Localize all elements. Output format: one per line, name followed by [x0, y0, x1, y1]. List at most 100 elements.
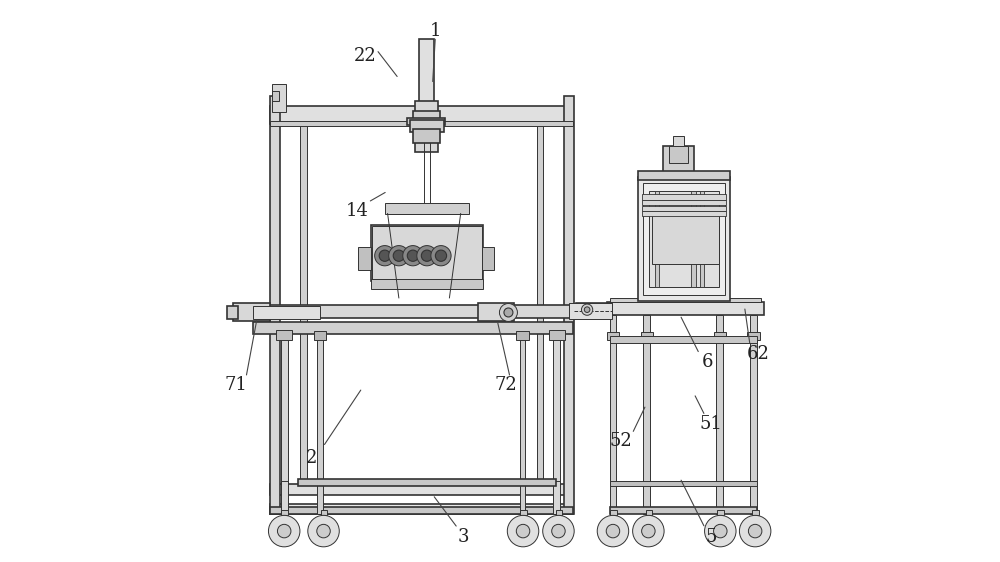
Bar: [553, 332, 560, 483]
Bar: [272, 84, 286, 112]
Bar: [520, 482, 525, 514]
Bar: [569, 303, 612, 319]
Bar: [649, 191, 719, 287]
Bar: [610, 507, 757, 514]
Bar: [413, 111, 440, 121]
Bar: [314, 331, 326, 340]
Bar: [358, 247, 371, 270]
Circle shape: [748, 524, 762, 538]
Bar: [642, 200, 726, 205]
Bar: [556, 510, 562, 515]
Bar: [652, 208, 719, 264]
Circle shape: [379, 250, 390, 261]
Bar: [317, 337, 323, 483]
Text: 52: 52: [609, 432, 632, 450]
Bar: [419, 39, 434, 107]
Circle shape: [581, 304, 593, 315]
Bar: [281, 510, 288, 515]
Bar: [673, 136, 684, 146]
Circle shape: [516, 524, 530, 538]
Circle shape: [407, 250, 419, 261]
Text: 22: 22: [354, 47, 376, 65]
Circle shape: [317, 524, 330, 538]
Circle shape: [421, 250, 433, 261]
Bar: [407, 118, 445, 125]
Circle shape: [543, 515, 574, 547]
Bar: [691, 191, 696, 287]
Bar: [576, 303, 612, 316]
Text: 3: 3: [458, 528, 469, 546]
Circle shape: [375, 246, 395, 266]
Bar: [610, 481, 757, 486]
Bar: [607, 302, 764, 315]
Bar: [655, 191, 659, 287]
Circle shape: [268, 515, 300, 547]
Bar: [663, 146, 694, 177]
Circle shape: [552, 524, 565, 538]
Bar: [516, 331, 529, 340]
Text: 2: 2: [306, 449, 317, 467]
Bar: [638, 171, 730, 180]
Circle shape: [504, 308, 513, 317]
Bar: [642, 194, 726, 200]
Circle shape: [633, 515, 664, 547]
Bar: [482, 247, 494, 270]
Circle shape: [417, 246, 437, 266]
Bar: [643, 482, 650, 514]
Bar: [253, 306, 320, 319]
Circle shape: [393, 250, 404, 261]
Bar: [233, 303, 270, 321]
Bar: [270, 504, 573, 514]
Bar: [385, 203, 469, 214]
Text: 62: 62: [747, 345, 770, 363]
Circle shape: [705, 515, 736, 547]
Bar: [643, 183, 725, 295]
Bar: [270, 484, 573, 495]
Bar: [610, 315, 616, 483]
Bar: [610, 482, 616, 514]
Circle shape: [597, 515, 629, 547]
Bar: [272, 91, 279, 101]
Bar: [415, 101, 438, 152]
Bar: [610, 298, 761, 302]
Bar: [410, 120, 444, 132]
Circle shape: [403, 246, 423, 266]
Bar: [317, 482, 323, 514]
Bar: [520, 510, 527, 515]
Text: 71: 71: [224, 376, 247, 394]
Bar: [564, 96, 574, 514]
Bar: [750, 315, 757, 483]
Circle shape: [431, 246, 451, 266]
Circle shape: [606, 524, 620, 538]
Bar: [714, 332, 726, 340]
Text: 14: 14: [345, 202, 368, 220]
Bar: [752, 510, 759, 515]
Bar: [270, 96, 280, 514]
Text: 72: 72: [494, 376, 517, 394]
Bar: [640, 332, 653, 340]
Bar: [478, 303, 514, 321]
Circle shape: [714, 524, 727, 538]
Circle shape: [642, 524, 655, 538]
Bar: [520, 337, 525, 483]
Bar: [227, 306, 238, 319]
Bar: [646, 510, 652, 515]
Text: 5: 5: [705, 528, 716, 546]
Bar: [281, 332, 288, 483]
Bar: [717, 510, 724, 515]
Bar: [300, 124, 307, 483]
Circle shape: [739, 515, 771, 547]
Circle shape: [584, 307, 590, 312]
Bar: [549, 330, 565, 340]
Bar: [372, 226, 482, 280]
Bar: [553, 481, 560, 514]
Circle shape: [507, 515, 539, 547]
Circle shape: [499, 303, 517, 321]
Circle shape: [435, 250, 447, 261]
Bar: [253, 305, 573, 318]
Bar: [716, 482, 723, 514]
Bar: [276, 330, 292, 340]
Bar: [610, 336, 757, 343]
Circle shape: [389, 246, 409, 266]
Bar: [642, 211, 726, 216]
